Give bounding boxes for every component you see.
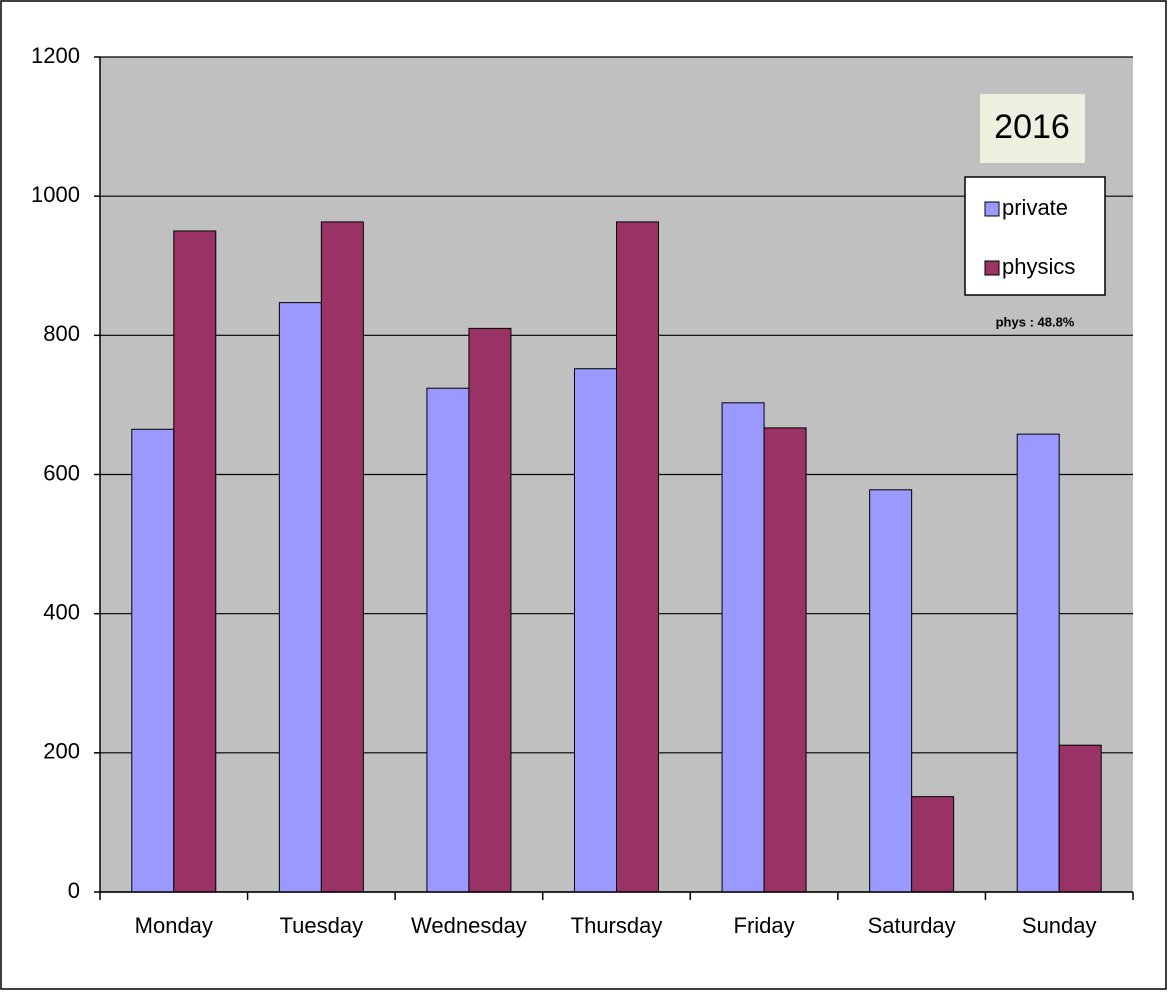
legend-swatch	[984, 201, 1000, 217]
bar	[1016, 433, 1060, 893]
bar	[911, 796, 955, 893]
y-tick-label: 1000	[31, 182, 80, 207]
bar	[426, 387, 470, 893]
x-tick-label: Tuesday	[280, 913, 364, 938]
y-tick-label: 0	[68, 878, 80, 903]
title-box	[980, 94, 1085, 163]
legend-swatch	[984, 260, 1000, 276]
x-tick-label: Saturday	[868, 913, 956, 938]
bar	[320, 221, 364, 893]
x-tick-label: Friday	[734, 913, 795, 938]
legend-label: physics	[1002, 254, 1075, 279]
y-tick-label: 1200	[31, 43, 80, 68]
y-tick-label: 600	[43, 460, 80, 485]
bar	[574, 368, 617, 893]
bar	[468, 327, 512, 893]
bar	[721, 402, 765, 893]
y-tick-label: 200	[43, 739, 80, 764]
legend-label: private	[1002, 195, 1068, 220]
x-tick-label: Monday	[135, 913, 213, 938]
y-tick-label: 800	[43, 321, 80, 346]
x-tick-label: Thursday	[571, 913, 663, 938]
x-tick-label: Wednesday	[411, 913, 527, 938]
bar	[1058, 744, 1102, 893]
bar	[131, 428, 175, 893]
bar	[278, 302, 322, 893]
annotation: phys : 48.8%	[996, 314, 1075, 329]
chart-title: 2016	[994, 108, 1070, 146]
x-tick-label: Sunday	[1022, 913, 1097, 938]
y-tick-label: 400	[43, 599, 80, 624]
bar	[763, 427, 807, 893]
bar	[869, 489, 913, 893]
bar	[173, 230, 217, 893]
bar	[616, 221, 659, 893]
